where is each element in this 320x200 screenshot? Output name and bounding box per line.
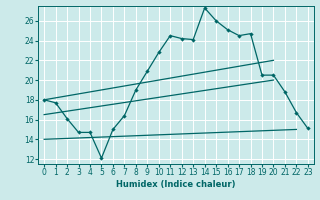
X-axis label: Humidex (Indice chaleur): Humidex (Indice chaleur) bbox=[116, 180, 236, 189]
